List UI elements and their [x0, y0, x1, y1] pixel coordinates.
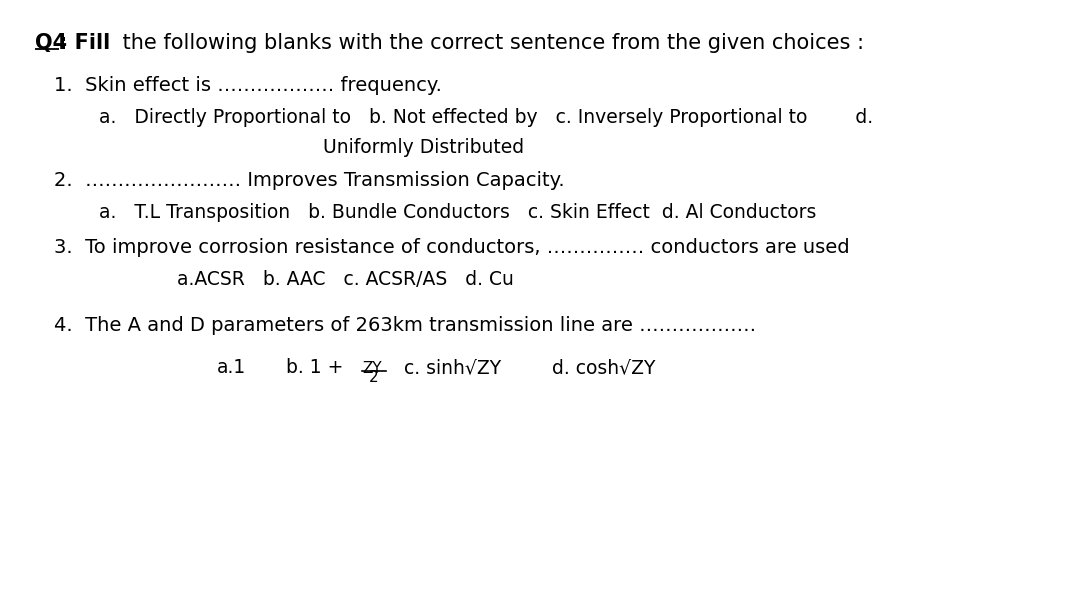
Text: : Fill: : Fill: [59, 33, 110, 53]
Text: a.   Directly Proportional to   b. Not effected by   c. Inversely Proportional t: a. Directly Proportional to b. Not effec…: [98, 108, 873, 127]
Text: ZY: ZY: [363, 361, 382, 376]
Text: d. cosh√ZY: d. cosh√ZY: [552, 358, 655, 377]
Text: b. 1 +: b. 1 +: [286, 358, 343, 377]
Text: a.ACSR   b. AAC   c. ACSR/AS   d. Cu: a.ACSR b. AAC c. ACSR/AS d. Cu: [177, 270, 514, 289]
Text: Uniformly Distributed: Uniformly Distributed: [324, 138, 524, 157]
Text: Q4: Q4: [35, 33, 67, 53]
Text: 4.  The A and D parameters of 263km transmission line are ………………: 4. The A and D parameters of 263km trans…: [54, 316, 756, 335]
Text: a.   T.L Transposition   b. Bundle Conductors   c. Skin Effect  d. Al Conductors: a. T.L Transposition b. Bundle Conductor…: [98, 203, 816, 222]
Text: 2: 2: [369, 370, 379, 385]
Text: the following blanks with the correct sentence from the given choices :: the following blanks with the correct se…: [117, 33, 864, 53]
Text: 3.  To improve corrosion resistance of conductors, …………… conductors are used: 3. To improve corrosion resistance of co…: [54, 238, 850, 257]
Text: 2.  …………………… Improves Transmission Capacity.: 2. …………………… Improves Transmission Capaci…: [54, 171, 564, 190]
Text: c. sinh√ZY: c. sinh√ZY: [405, 358, 502, 377]
Text: 1.  Skin effect is ……………… frequency.: 1. Skin effect is ……………… frequency.: [54, 76, 442, 95]
Text: a.1: a.1: [217, 358, 246, 377]
